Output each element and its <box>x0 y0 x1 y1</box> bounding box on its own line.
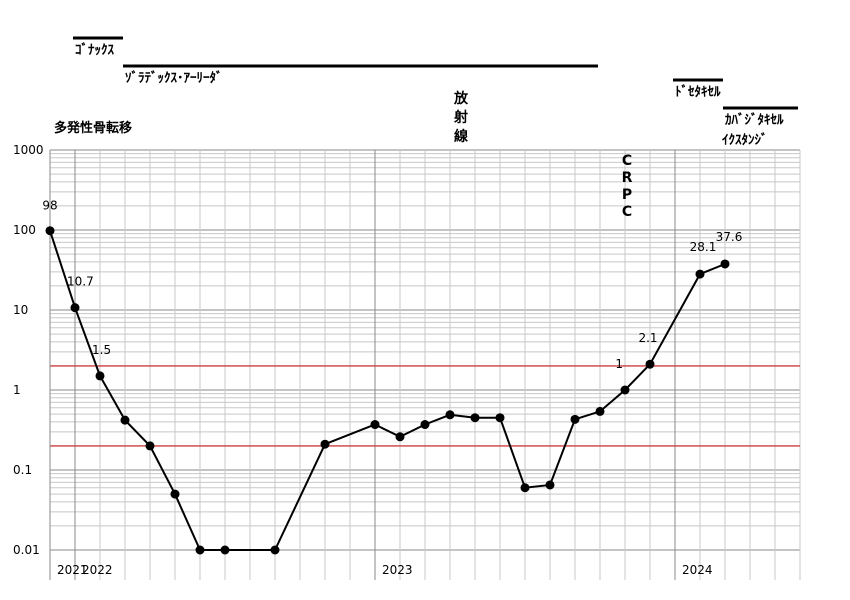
data-point <box>495 413 505 423</box>
data-label: 10.7 <box>67 275 94 289</box>
data-label: 1 <box>615 357 623 371</box>
data-label: 2.1 <box>638 331 657 345</box>
y-tick-label: 1000 <box>13 143 44 157</box>
data-point <box>445 410 455 420</box>
data-point <box>220 545 230 555</box>
y-tick-label: 100 <box>13 223 36 237</box>
data-point <box>370 420 380 430</box>
data-point <box>270 545 280 555</box>
data-label: 28.1 <box>690 240 717 254</box>
crpc-char: R <box>622 170 633 186</box>
series <box>45 226 730 555</box>
x-tick-label: 2022 <box>82 563 113 577</box>
data-point <box>720 259 730 269</box>
data-point <box>70 303 80 313</box>
y-tick-label: 1 <box>13 383 21 397</box>
x-tick-label: 2021 <box>57 563 88 577</box>
data-point <box>320 439 330 449</box>
crpc-char: C <box>622 204 632 220</box>
x-tick-label: 2023 <box>382 563 413 577</box>
data-label: 1.5 <box>92 343 111 357</box>
grid <box>49 149 801 580</box>
data-point <box>45 226 55 236</box>
data-point <box>95 371 105 381</box>
treatment-label: ｺﾞﾅｯｸｽ <box>75 42 115 58</box>
data-point <box>195 545 205 555</box>
data-point <box>120 415 130 425</box>
radiation-char: 放 <box>453 90 469 107</box>
y-tick-label: 10 <box>13 303 28 317</box>
radiation-char: 射 <box>453 109 468 126</box>
treatment-label: ﾄﾞｾﾀｷｾﾙ <box>675 84 721 100</box>
treatment-label-extra: ｲｸｽﾀﾝｼﾞ <box>722 132 768 148</box>
data-label: 37.6 <box>716 230 743 244</box>
data-point <box>395 432 405 442</box>
data-point <box>595 406 605 416</box>
data-point <box>470 413 480 423</box>
data-point <box>545 480 555 490</box>
reference-lines <box>50 365 800 447</box>
x-tick-label: 2024 <box>682 563 713 577</box>
y-tick-label: 0.01 <box>13 543 40 557</box>
data-labels: 98 10.7 1.5 1 2.1 28.137.6 <box>42 199 742 371</box>
data-point <box>420 420 430 430</box>
radiation-char: 線 <box>454 128 468 145</box>
series-line <box>49 230 726 551</box>
data-point <box>695 269 705 279</box>
treatment-label: ｿﾞﾗﾃﾞｯｸｽ･ｱｰﾘｰﾀﾞ <box>125 70 223 86</box>
data-point <box>170 489 180 499</box>
data-point <box>520 483 530 493</box>
metastasis-label: 多発性骨転移 <box>54 120 132 136</box>
crpc-char: C <box>622 153 632 169</box>
data-point <box>645 359 655 369</box>
crpc-char: P <box>622 187 632 203</box>
treatment-label: ｶﾊﾞｼﾞﾀｷｾﾙ <box>725 112 784 128</box>
data-point <box>620 385 630 395</box>
y-tick-label: 0.1 <box>13 463 32 477</box>
data-point <box>570 414 580 424</box>
data-point <box>145 441 155 451</box>
data-label: 98 <box>42 199 57 213</box>
